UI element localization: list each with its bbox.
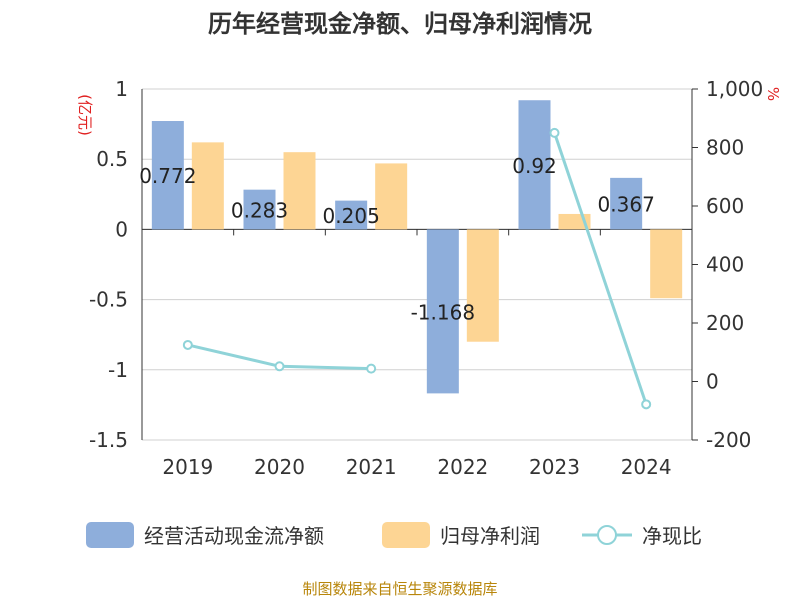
bar-cash-flow — [151, 121, 184, 230]
legend-label: 经营活动现金流净额 — [144, 524, 324, 548]
y-left-tick-label: 0 — [115, 217, 128, 241]
line-series-ratio — [553, 132, 648, 405]
bar-net-profit — [191, 142, 224, 230]
x-tick-label: 2023 — [529, 455, 580, 479]
x-tick-label: 2024 — [621, 455, 672, 479]
x-tick-label: 2022 — [437, 455, 488, 479]
bar-cash-flow — [610, 177, 643, 230]
bar-cash-flow — [518, 100, 551, 230]
y-right-axis-label: % — [764, 87, 782, 101]
data-label: 0.772 — [139, 164, 196, 188]
y-right-tick-label: 1,000 — [706, 77, 763, 101]
line-point — [182, 339, 193, 350]
legend-label: 归母净利润 — [440, 524, 540, 548]
data-label: 0.367 — [598, 193, 655, 217]
y-left-tick-label: 0.5 — [96, 147, 128, 171]
bar-net-profit — [650, 229, 683, 299]
y-right-tick-label: -200 — [706, 428, 751, 452]
y-left-tick-label: 1 — [115, 77, 128, 101]
y-left-tick-label: -0.5 — [89, 288, 128, 312]
y-right-tick-label: 600 — [706, 194, 744, 218]
source-note: 制图数据来自恒生聚源数据库 — [302, 580, 498, 598]
x-tick-label: 2021 — [346, 455, 397, 479]
data-label: 0.283 — [231, 199, 288, 223]
y-left-tick-label: -1.5 — [89, 428, 128, 452]
y-right-tick-label: 0 — [706, 370, 719, 394]
bar-cash-flow — [243, 189, 276, 230]
y-right-tick-label: 400 — [706, 253, 744, 277]
legend-label: 净现比 — [642, 524, 702, 548]
y-left-tick-label: -1 — [108, 358, 128, 382]
x-tick-label: 2020 — [254, 455, 305, 479]
data-label: 0.92 — [512, 154, 557, 178]
y-right-tick-label: 800 — [706, 136, 744, 160]
y-right-tick-label: 200 — [706, 311, 744, 335]
legend-swatch-net-profit — [382, 522, 430, 548]
y-left-axis-label: (亿元) — [76, 94, 94, 136]
legend-marker-ratio — [597, 525, 617, 545]
chart-title: 历年经营现金净额、归母净利润情况 — [208, 10, 592, 38]
bar-cash-flow — [335, 200, 368, 230]
line-point — [274, 361, 285, 372]
x-tick-label: 2019 — [162, 455, 213, 479]
line-point — [366, 363, 377, 374]
bar-net-profit — [466, 229, 499, 342]
bar-cash-flow — [426, 229, 459, 394]
data-label: -1.168 — [411, 300, 475, 324]
legend-swatch-cash-flow — [86, 522, 134, 548]
line-point — [641, 399, 652, 410]
data-label: 0.205 — [323, 204, 380, 228]
bar-net-profit — [283, 152, 316, 230]
line-point — [549, 127, 560, 138]
bar-net-profit — [375, 163, 408, 230]
